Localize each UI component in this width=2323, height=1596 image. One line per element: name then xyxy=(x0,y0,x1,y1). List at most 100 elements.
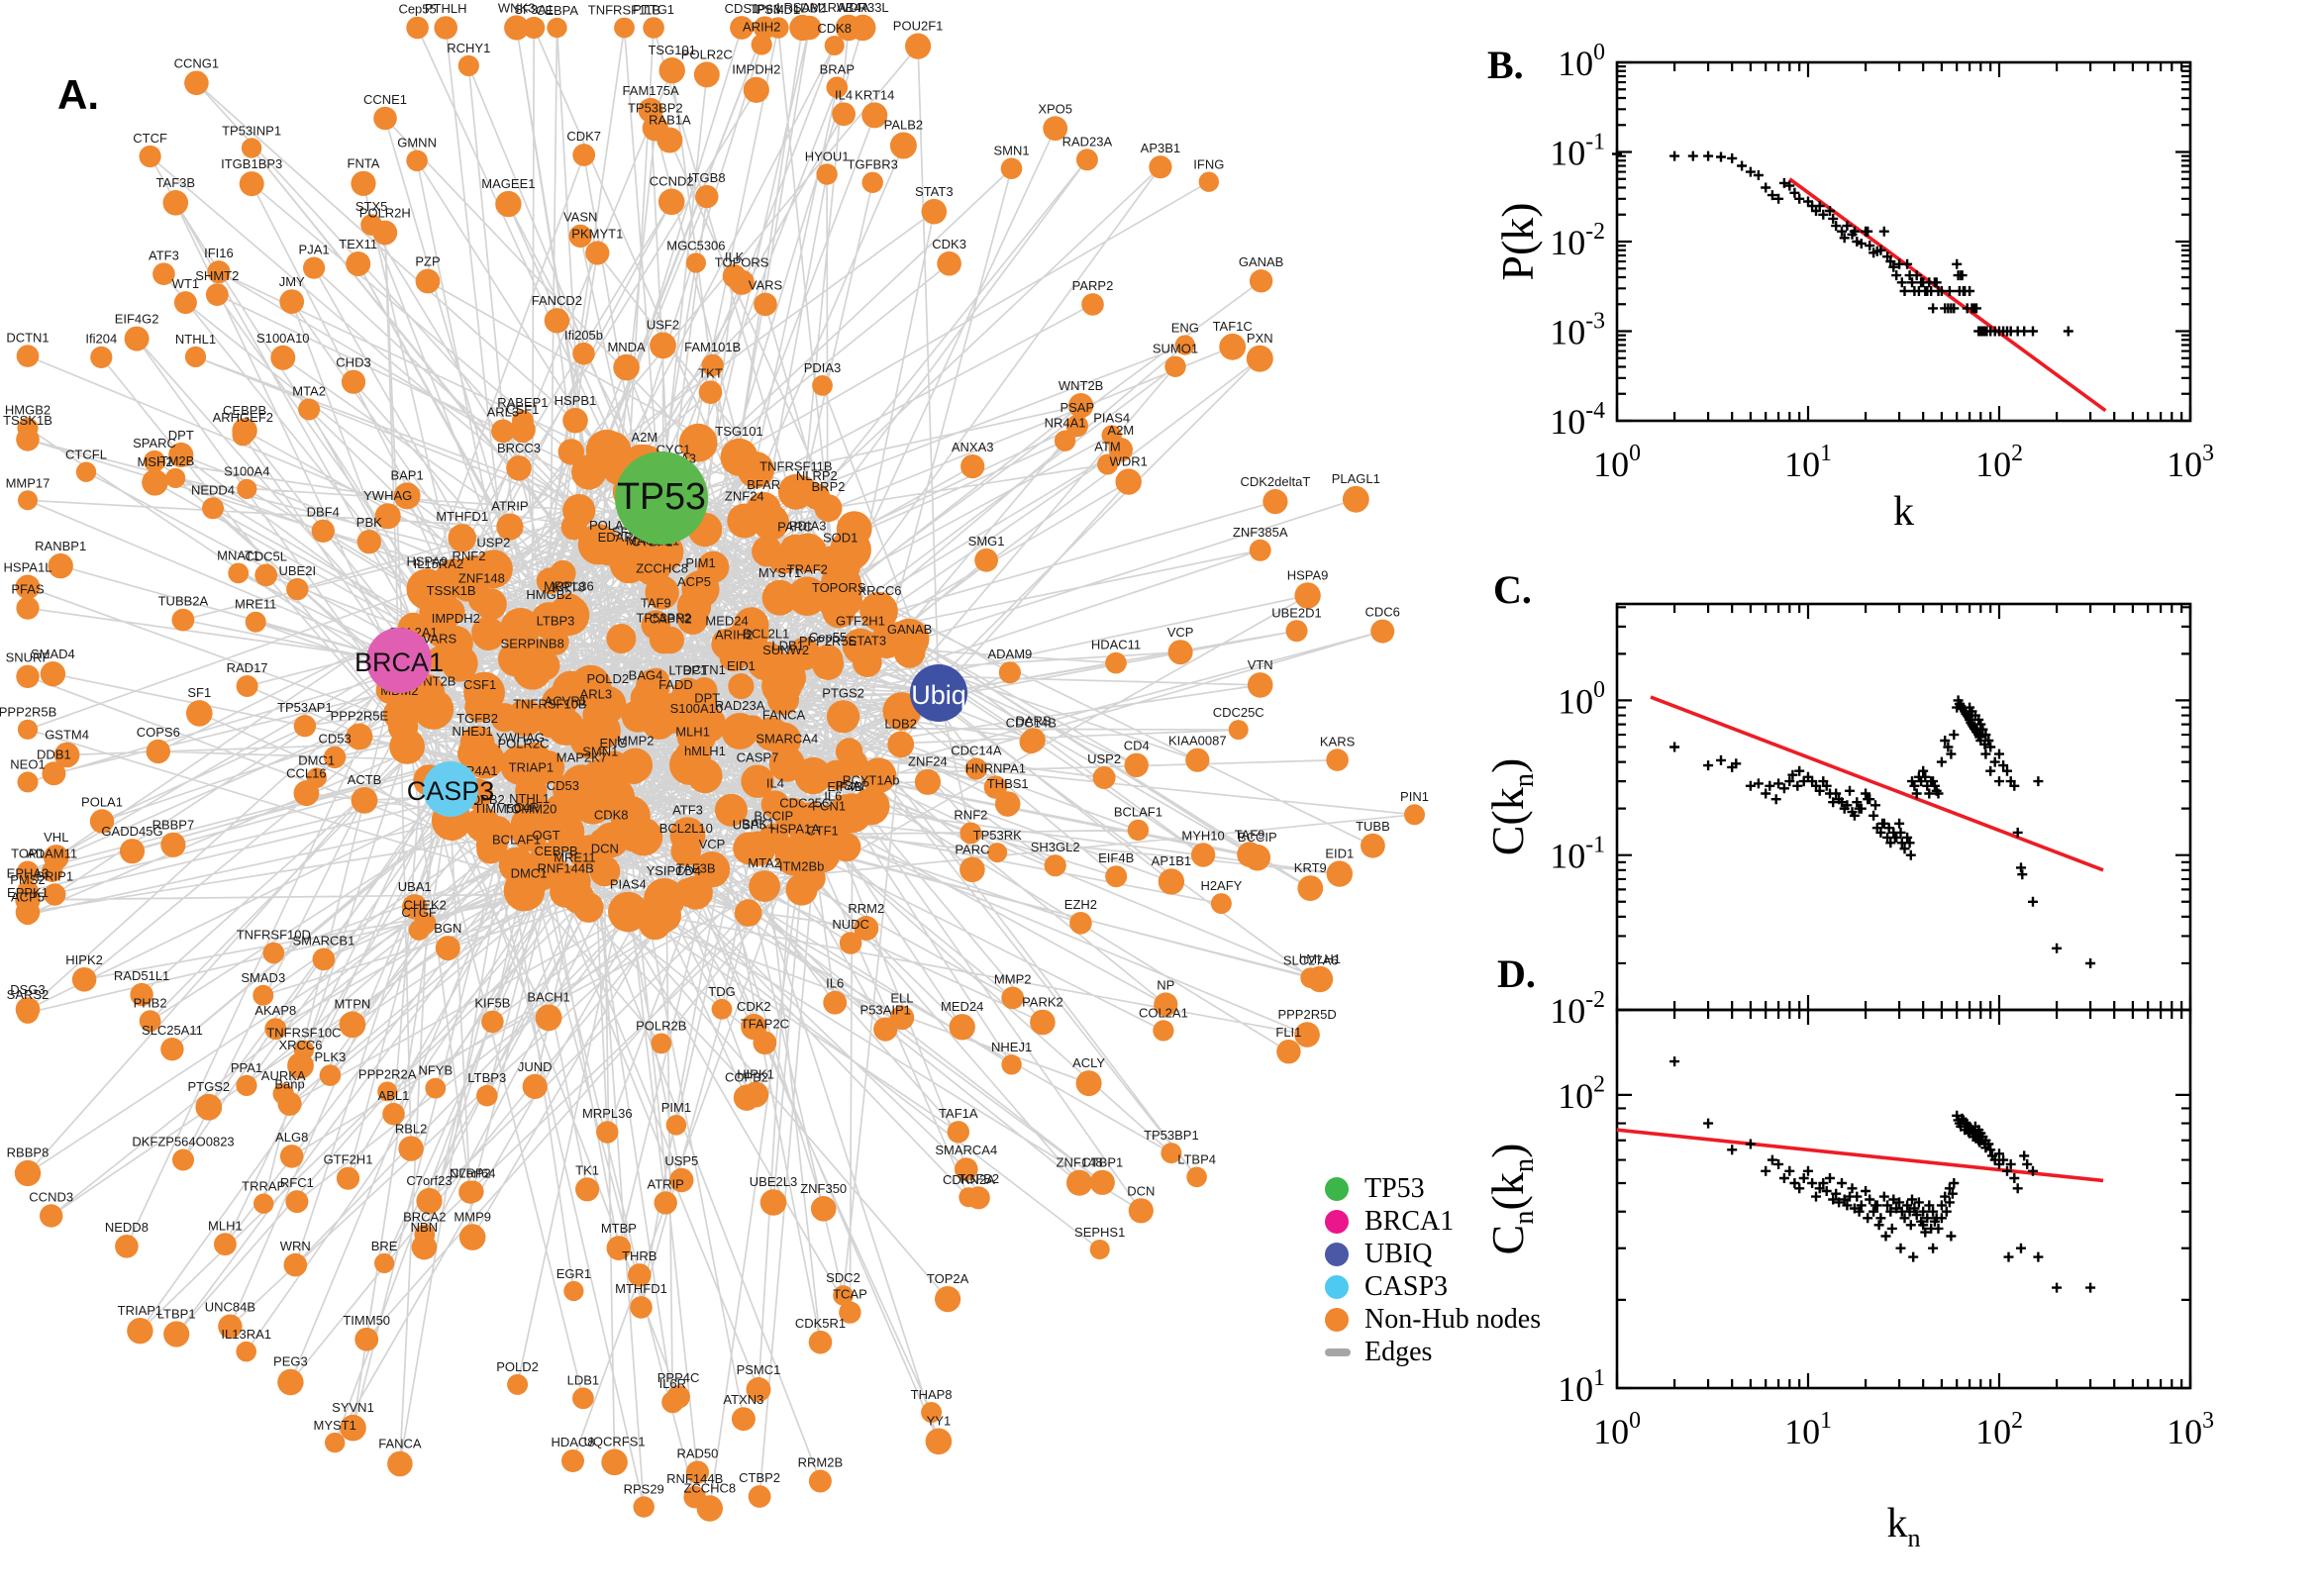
network-node xyxy=(241,138,262,158)
network-node-label: BAG4 xyxy=(629,668,663,683)
network-node-label: ADAM11 xyxy=(27,847,77,861)
network-node-label: RRM2 xyxy=(848,901,884,916)
network-node xyxy=(346,723,373,750)
network-node xyxy=(826,76,849,98)
network-node xyxy=(955,1157,978,1181)
network-node-label: WNK3 xyxy=(498,0,536,15)
svg-text:100: 100 xyxy=(1593,1408,1641,1451)
network-node-label: CSF1 xyxy=(506,402,539,417)
network-node xyxy=(974,548,998,572)
network-node xyxy=(711,998,733,1020)
network-node-label: TSG101 xyxy=(648,43,695,57)
network-node-label: ZNF148 xyxy=(458,571,505,586)
network-node xyxy=(1044,854,1066,877)
network-node-label: IL15RA2 xyxy=(414,556,464,571)
network-node-label: SMAD3 xyxy=(241,970,285,985)
network-node-label: GTF2H1 xyxy=(324,1152,373,1167)
network-node xyxy=(650,332,676,359)
network-node xyxy=(1228,720,1249,741)
network-node xyxy=(522,1073,548,1099)
network-node-label: TUBB2A xyxy=(158,594,209,609)
network-node-label: PIN1 xyxy=(1400,789,1429,804)
network-node xyxy=(618,753,650,784)
network-node-label: P53AIP1 xyxy=(860,1002,911,1017)
network-node-label: COPS6 xyxy=(137,725,180,740)
network-node-label: MRE11 xyxy=(235,597,276,612)
network-node-label: UBE2L3 xyxy=(750,1174,797,1189)
network-node xyxy=(808,1469,832,1493)
network-node-label: PPP2R5D xyxy=(1277,1007,1336,1022)
network-node xyxy=(419,571,458,611)
network-node xyxy=(544,308,570,334)
network-node-label: EIF4G2 xyxy=(115,312,159,327)
network-node xyxy=(253,1193,274,1214)
network-node-label: USP5 xyxy=(664,1153,698,1168)
network-node-label: XRCC6 xyxy=(858,583,901,598)
network-node xyxy=(319,1064,342,1086)
network-node xyxy=(824,36,845,55)
network-node xyxy=(614,17,635,39)
network-node-label: COPB2 xyxy=(725,1069,768,1084)
network-node-label: TIMM50 xyxy=(474,801,522,816)
network-node-label: MLH1 xyxy=(208,1218,243,1233)
network-node-label: MAP2K7 xyxy=(556,749,607,764)
network-node xyxy=(512,410,534,432)
network-node-label: UQCRFS1 xyxy=(584,1435,646,1449)
network-node-label: TNFRSF11B xyxy=(588,3,660,18)
network-node xyxy=(139,1010,161,1033)
network-node-label: HSPA9 xyxy=(1287,567,1329,582)
svg-text:102: 102 xyxy=(1558,1072,1605,1116)
network-node xyxy=(171,608,195,632)
network-node xyxy=(202,497,224,520)
network-node-label: SHMT2 xyxy=(195,268,239,283)
network-node-label: IL4 xyxy=(835,87,853,102)
network-node-label: TUBB xyxy=(1356,819,1390,834)
network-node-label: ARL3 xyxy=(487,405,520,420)
network-node-label: RNF2 xyxy=(954,808,987,823)
network-node xyxy=(512,816,549,851)
network-node xyxy=(377,1081,398,1102)
network-node xyxy=(1105,651,1127,674)
network-node-label: PPP2R5E xyxy=(331,709,389,724)
legend-label: CASP3 xyxy=(1364,1270,1449,1302)
network-node xyxy=(754,292,777,317)
network-node xyxy=(374,1252,395,1273)
network-node xyxy=(165,467,186,488)
network-node-label: RRM2B xyxy=(798,1454,844,1469)
network-node-label: SMARCA4 xyxy=(756,732,818,747)
network-node-label: ZCCHC8 xyxy=(636,560,688,575)
network-node-label: VARS xyxy=(423,632,457,647)
network-node xyxy=(16,860,40,883)
network-node xyxy=(594,776,636,818)
network-node-label: CTCF xyxy=(133,131,167,146)
network-node-label: HDAC11 xyxy=(1091,638,1141,652)
network-node-label: USP2 xyxy=(476,535,510,549)
network-node xyxy=(90,346,113,368)
panel-a-label: A. xyxy=(57,71,99,118)
network-node xyxy=(172,1148,194,1171)
network-node-label: SPARC xyxy=(133,436,176,450)
network-node xyxy=(474,588,507,621)
network-node xyxy=(966,1186,990,1210)
network-node-label: BRCA2 xyxy=(403,1210,446,1225)
network-node xyxy=(832,102,856,127)
network-node-label: ARIH2 xyxy=(715,628,753,643)
network-node xyxy=(160,1038,184,1061)
network-node xyxy=(1115,468,1142,495)
node-swatch-icon xyxy=(1325,1176,1349,1201)
network-node xyxy=(860,757,897,794)
network-node-label: SNURF xyxy=(6,650,50,665)
network-node-label: DARS xyxy=(1015,713,1051,728)
network-node-label: POLR2C xyxy=(681,47,733,61)
network-node-label: ATRIP xyxy=(648,1176,684,1191)
network-node-label: TOPORS xyxy=(812,580,866,595)
network-node-label: FAM175A xyxy=(623,83,679,98)
network-node-label: CDK8 xyxy=(594,808,629,823)
network-node xyxy=(767,17,789,39)
network-node xyxy=(311,519,335,543)
network-node xyxy=(835,14,862,42)
svg-text:100: 100 xyxy=(1558,677,1605,721)
network-node-label: GMNN xyxy=(397,135,437,150)
network-node-label: FCN1 xyxy=(812,799,846,814)
network-node xyxy=(389,729,425,764)
